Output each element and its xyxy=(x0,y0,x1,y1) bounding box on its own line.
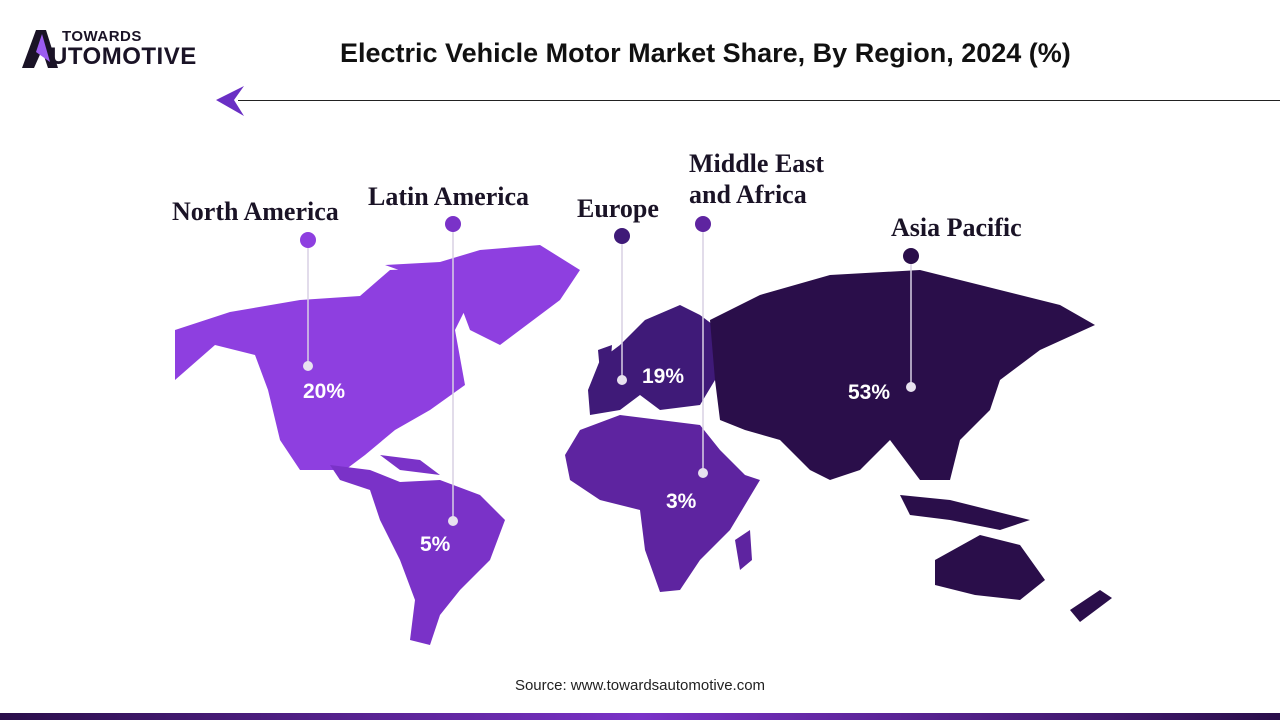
label-latin-america: Latin America xyxy=(368,182,530,211)
value-north-america: 20% xyxy=(303,380,346,403)
leader-lines xyxy=(307,224,912,521)
value-middle-east-africa: 3% xyxy=(666,490,697,513)
label-mea-line1: Middle East xyxy=(689,149,825,178)
page-title: Electric Vehicle Motor Market Share, By … xyxy=(340,38,1071,68)
label-europe: Europe xyxy=(577,194,659,223)
label-middle-east-africa: Middle East and Africa xyxy=(689,148,824,210)
region-latin-america[interactable] xyxy=(330,455,505,645)
logo: TOWARDS UTOMOTIVE xyxy=(20,28,230,72)
arrow-left-icon xyxy=(216,86,244,116)
logo-mark-icon xyxy=(22,30,58,68)
value-asia-pacific: 53% xyxy=(848,381,891,404)
marker-dots xyxy=(300,216,919,526)
region-asia-pacific[interactable] xyxy=(710,270,1112,622)
value-latin-america: 5% xyxy=(420,533,451,556)
label-north-america: North America xyxy=(172,197,339,226)
logo-text-top: TOWARDS xyxy=(62,28,142,45)
footer-bar xyxy=(0,713,1280,720)
value-europe: 19% xyxy=(642,365,685,388)
label-asia-pacific: Asia Pacific xyxy=(891,213,1022,242)
source-note: Source: www.towardsautomotive.com xyxy=(514,677,766,694)
region-middle-east-africa[interactable] xyxy=(565,415,760,592)
divider xyxy=(238,100,1280,101)
logo-text-bottom: UTOMOTIVE xyxy=(50,43,197,70)
label-mea-line2: and Africa xyxy=(689,180,807,209)
region-europe[interactable] xyxy=(588,305,720,415)
region-north-america[interactable] xyxy=(175,245,580,470)
